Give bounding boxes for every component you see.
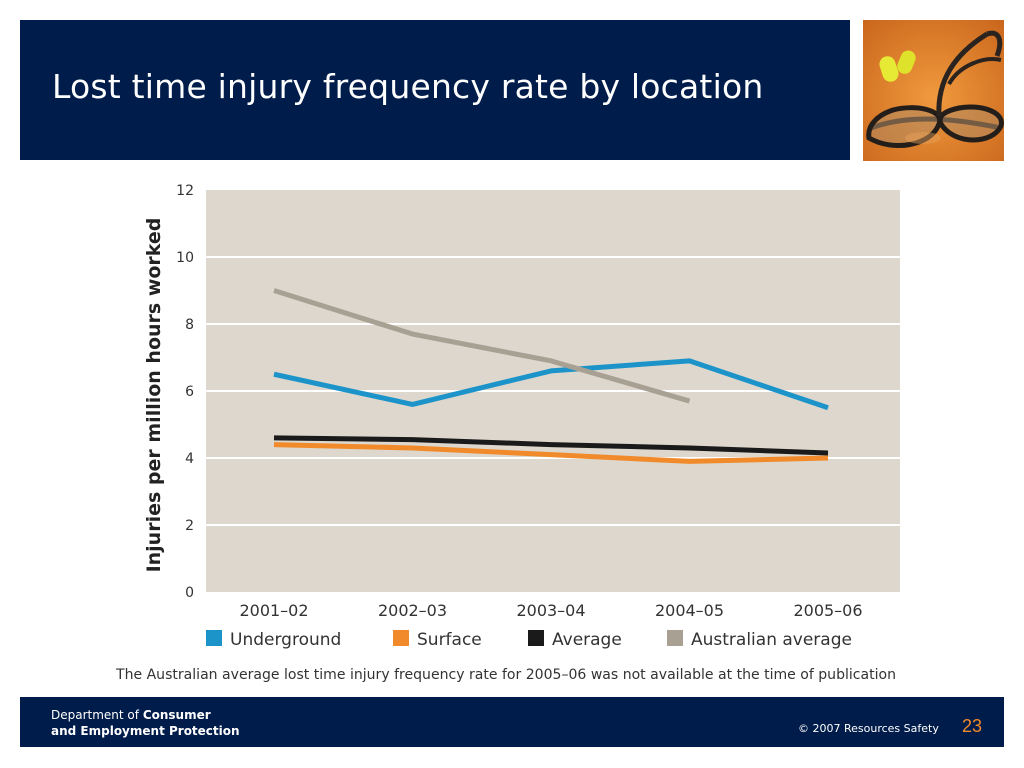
legend-swatch-australian-average	[667, 630, 683, 646]
safety-glasses-and-earplugs-icon	[863, 20, 1004, 161]
y-tick-label: 6	[185, 384, 194, 400]
series-line-australian-average	[273, 288, 691, 404]
legend-swatch-underground	[206, 630, 222, 646]
department-bold-line-1: Consumer	[142, 708, 211, 722]
y-axis-label: Injuries per million hours worked	[143, 218, 165, 573]
title-bar: Lost time injury frequency rate by locat…	[20, 20, 850, 160]
x-tick-label: 2001–02	[239, 601, 308, 620]
y-tick-label: 0	[185, 585, 194, 601]
safety-glasses-photo	[863, 20, 1004, 161]
y-tick-label: 4	[185, 451, 194, 467]
series-line-average	[273, 435, 829, 456]
series-line-underground	[273, 358, 829, 411]
y-tick-label: 10	[176, 250, 194, 266]
legend-label-australian-average: Australian average	[691, 630, 852, 650]
page-number: 23	[962, 716, 983, 736]
x-tick-label: 2004–05	[655, 601, 724, 620]
department-bold-line-2: and Employment Protection	[51, 724, 240, 738]
legend-label-average: Average	[552, 630, 622, 650]
department-name: Department of Consumer and Employment Pr…	[51, 707, 240, 739]
data-series	[273, 288, 829, 464]
series-line-surface	[273, 442, 829, 464]
slide-title: Lost time injury frequency rate by locat…	[52, 67, 764, 106]
y-tick-label: 2	[185, 518, 194, 534]
y-axis-ticks: 0 2 4 6 8 10 12	[176, 183, 194, 601]
legend: Underground Surface Average Australian aver…	[206, 630, 852, 650]
legend-swatch-surface	[393, 630, 409, 646]
department-prefix: Department of	[51, 708, 143, 722]
x-axis-ticks: 2001–02 2002–03 2003–04 2004–05 2005–06	[239, 601, 862, 620]
copyright: © 2007 Resources Safety	[798, 722, 939, 735]
x-tick-label: 2005–06	[793, 601, 862, 620]
y-tick-label: 12	[176, 183, 194, 199]
x-tick-label: 2002–03	[378, 601, 447, 620]
chart-note: The Australian average lost time injury …	[115, 667, 896, 683]
legend-label-underground: Underground	[230, 630, 341, 650]
legend-swatch-average	[528, 630, 544, 646]
footer-bar: Department of Consumer and Employment Pr…	[20, 697, 1004, 747]
x-tick-label: 2003–04	[516, 601, 585, 620]
y-tick-label: 8	[185, 317, 194, 333]
legend-label-surface: Surface	[417, 630, 482, 650]
